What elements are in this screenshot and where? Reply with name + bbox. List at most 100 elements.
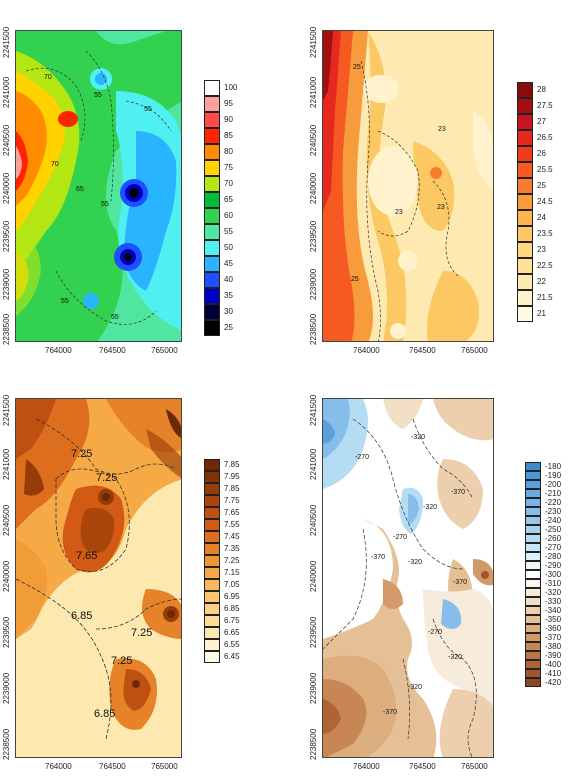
legend-label: 25 — [537, 181, 546, 190]
legend-swatch — [525, 642, 541, 651]
legend-swatch — [204, 615, 220, 627]
y-tick: 2241500 — [309, 394, 318, 426]
y-tick: 2238500 — [2, 313, 11, 345]
legend-label: 85 — [224, 131, 233, 140]
y-tick: 2240000 — [2, 172, 11, 204]
legend-label: -360 — [545, 623, 562, 633]
legend-swatch — [517, 226, 533, 242]
legend-label: -220 — [545, 497, 562, 507]
contour-label: -370 — [383, 709, 397, 716]
legend-label: -260 — [545, 533, 562, 543]
legend-swatch — [204, 579, 220, 591]
legend-swatch — [517, 82, 533, 98]
legend-swatch — [525, 669, 541, 678]
legend-swatch — [525, 660, 541, 669]
contour-label: 7.25 — [96, 472, 117, 484]
legend-label: 25.5 — [537, 165, 553, 174]
legend-swatch — [204, 160, 220, 176]
legend-label: 75 — [224, 163, 233, 172]
legend-label: 80 — [224, 147, 233, 156]
contour-label: 23 — [438, 126, 446, 133]
legend-label: -310 — [545, 578, 562, 588]
legend-swatch — [204, 192, 220, 208]
contour-label: -320 — [408, 559, 422, 566]
y-tick: 2240000 — [2, 560, 11, 592]
legend-swatch — [204, 495, 220, 507]
legend-swatch — [204, 80, 220, 96]
legend-label: 7.45 — [224, 532, 240, 541]
legend-swatch — [517, 306, 533, 322]
legend-swatch — [204, 543, 220, 555]
y-tick: 2241000 — [309, 76, 318, 108]
legend-swatch — [204, 112, 220, 128]
legend-label: 7.35 — [224, 544, 240, 553]
legend-label: -390 — [545, 650, 562, 660]
x-tick: 764500 — [409, 346, 436, 355]
contour-label: 7.25 — [131, 627, 152, 639]
y-tick: 2241000 — [309, 448, 318, 480]
legend-swatch — [204, 256, 220, 272]
contour-label: 23 — [395, 209, 403, 216]
legend-swatch — [204, 208, 220, 224]
legend-label: -300 — [545, 569, 562, 579]
legend-swatch — [517, 290, 533, 306]
y-tick: 2240000 — [309, 172, 318, 204]
legend-swatch — [525, 615, 541, 624]
legend-swatch — [525, 507, 541, 516]
legend-swatch — [525, 525, 541, 534]
contour-label: -370 — [453, 579, 467, 586]
y-tick: 2238500 — [309, 313, 318, 345]
legend-label: -280 — [545, 551, 562, 561]
legend-label: -420 — [545, 677, 562, 687]
contour-label: -320 — [448, 654, 462, 661]
legend-swatch — [525, 651, 541, 660]
legend-label: 70 — [224, 179, 233, 188]
legend-label: 26.5 — [537, 133, 553, 142]
legend-swatch — [204, 591, 220, 603]
map-panel-4: -270 -320 -370 -320 -270 -370 -320 -370 … — [285, 390, 569, 776]
legend-label: 25 — [224, 323, 233, 332]
legend-swatch — [525, 597, 541, 606]
legend-swatch — [525, 570, 541, 579]
legend-swatch — [525, 606, 541, 615]
legend-label: 95 — [224, 99, 233, 108]
contour-map-2: 25 23 23 23 25 — [322, 30, 494, 342]
legend-swatch — [204, 272, 220, 288]
x-tick: 764000 — [45, 346, 72, 355]
contour-label: 55 — [111, 314, 119, 321]
contour-label: 6.85 — [94, 708, 115, 720]
legend-label: 6.65 — [224, 628, 240, 637]
legend-swatch — [525, 462, 541, 471]
legend-label: 7.65 — [224, 508, 240, 517]
contour-label: -320 — [408, 684, 422, 691]
legend-swatch — [525, 561, 541, 570]
contour-label: 7.65 — [76, 550, 97, 562]
contour-label: 55 — [101, 201, 109, 208]
legend-swatch — [525, 498, 541, 507]
legend-swatch — [517, 258, 533, 274]
legend-swatch — [517, 274, 533, 290]
y-tick: 2238500 — [309, 728, 318, 760]
legend-label: 27 — [537, 117, 546, 126]
y-tick: 2240500 — [309, 124, 318, 156]
legend-label: 7.55 — [224, 520, 240, 529]
legend-swatch — [204, 304, 220, 320]
y-tick: 2239000 — [2, 268, 11, 300]
y-tick: 2239000 — [2, 672, 11, 704]
y-tick: 2241500 — [2, 394, 11, 426]
legend-label: -350 — [545, 614, 562, 624]
legend-swatch — [204, 651, 220, 663]
legend-label: 23.5 — [537, 229, 553, 238]
legend-swatch — [525, 480, 541, 489]
legend-swatch — [204, 128, 220, 144]
legend-label: 7.05 — [224, 580, 240, 589]
legend-swatch — [204, 507, 220, 519]
legend-label: 7.25 — [224, 556, 240, 565]
legend-label: 21.5 — [537, 293, 553, 302]
y-tick: 2239500 — [309, 616, 318, 648]
x-tick: 764500 — [409, 762, 436, 771]
y-tick: 2240500 — [309, 504, 318, 536]
legend-label: -320 — [545, 587, 562, 597]
legend-label: 23 — [537, 245, 546, 254]
legend-swatch — [517, 162, 533, 178]
